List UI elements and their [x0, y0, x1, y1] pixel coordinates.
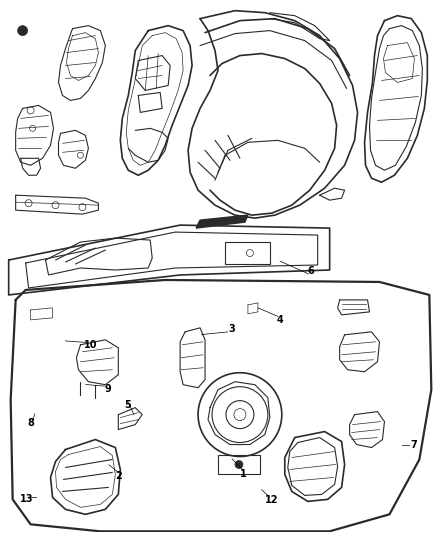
Text: 10: 10	[84, 340, 97, 350]
Circle shape	[235, 461, 243, 469]
Text: 9: 9	[104, 384, 111, 394]
Text: 4: 4	[277, 314, 283, 325]
Text: 2: 2	[115, 472, 122, 481]
Bar	[218, 455, 260, 474]
Text: 12: 12	[265, 495, 278, 505]
Polygon shape	[196, 215, 248, 228]
Text: 7: 7	[410, 440, 417, 450]
Text: 3: 3	[229, 324, 236, 334]
Text: 5: 5	[124, 400, 131, 410]
Text: 13: 13	[20, 494, 34, 504]
Bar	[225, 242, 270, 264]
Circle shape	[18, 26, 28, 36]
Text: 8: 8	[27, 418, 34, 429]
Text: 1: 1	[240, 469, 247, 479]
Text: 6: 6	[307, 266, 314, 276]
